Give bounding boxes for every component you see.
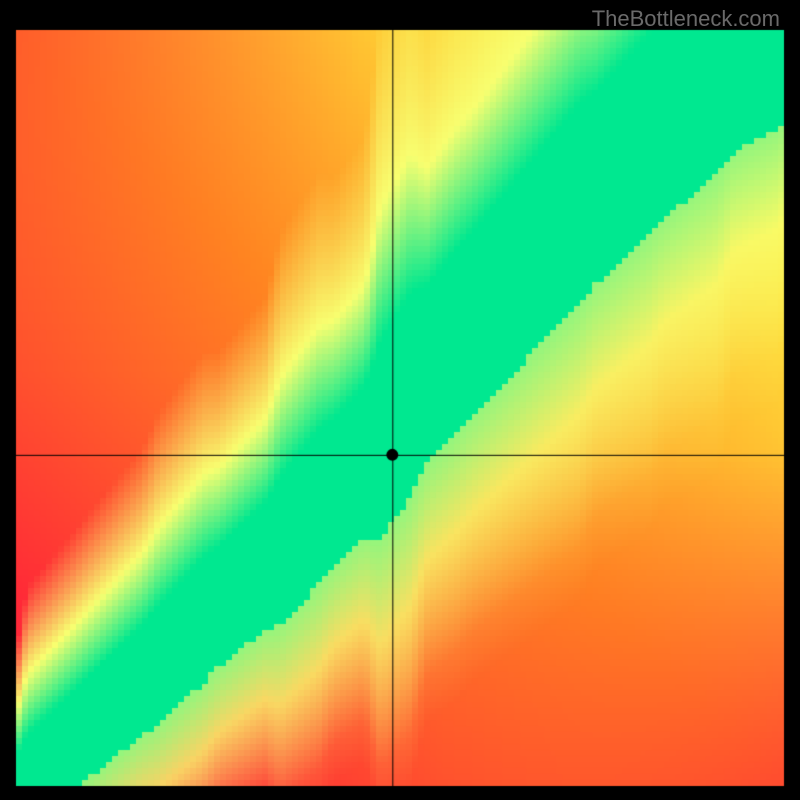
watermark-text: TheBottleneck.com bbox=[592, 6, 780, 32]
heatmap-canvas bbox=[0, 0, 800, 800]
chart-container: TheBottleneck.com bbox=[0, 0, 800, 800]
